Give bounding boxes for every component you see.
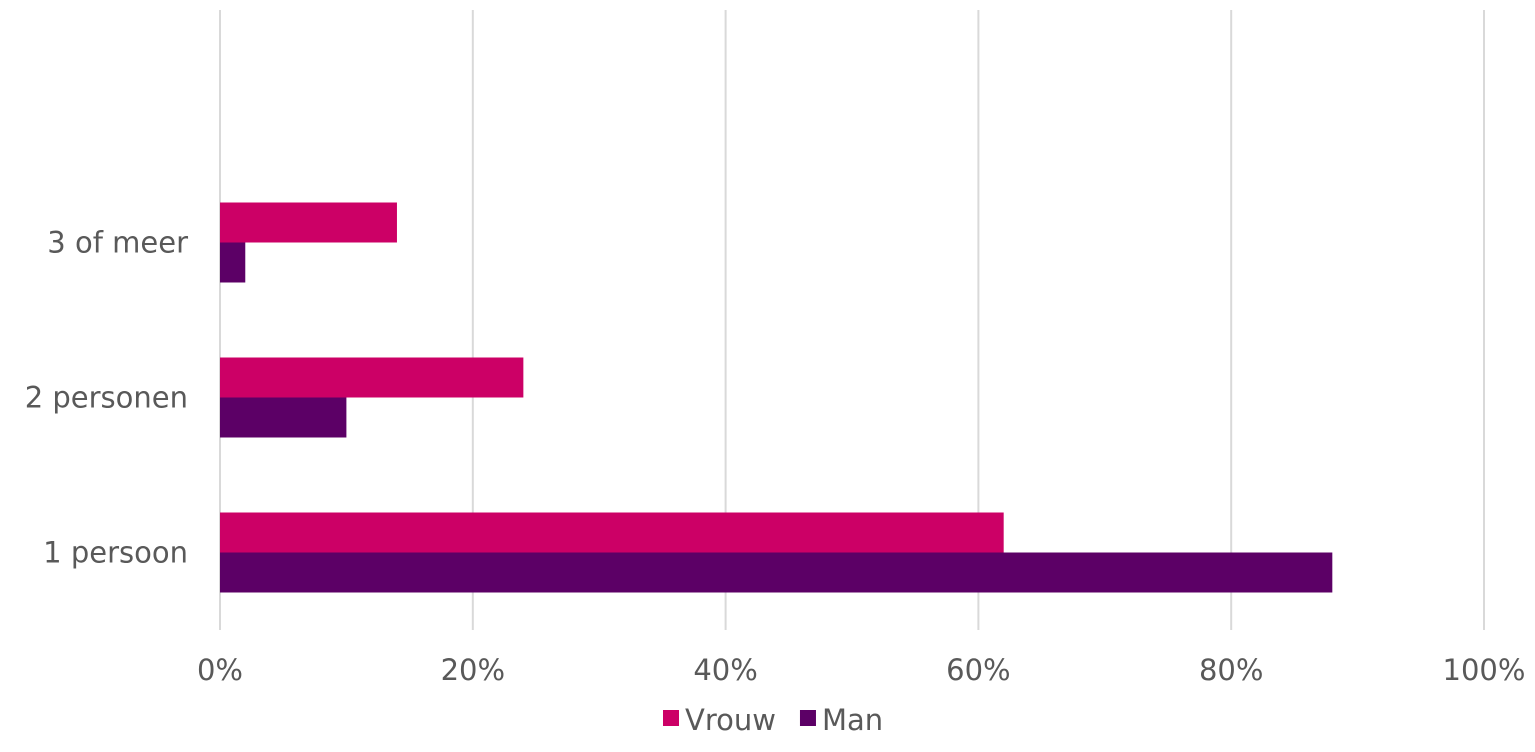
x-tick-label: 100% <box>1443 653 1526 687</box>
legend-label: Man <box>822 703 883 737</box>
bars <box>220 202 1333 593</box>
x-tick-labels: 0% 20% 40% 60% 80% 100% <box>197 653 1525 687</box>
category-label: 1 persoon <box>43 536 188 570</box>
category-label: 2 personen <box>25 381 188 415</box>
x-tick-label: 20% <box>441 653 505 687</box>
bar-vrouw-3-of-meer <box>220 202 397 243</box>
category-labels: 1 persoon 2 personen 3 of meer <box>25 226 188 570</box>
legend: Vrouw Man <box>663 703 883 737</box>
legend-label: Vrouw <box>685 703 776 737</box>
bar-vrouw-2-personen <box>220 357 524 398</box>
legend-swatch <box>799 710 816 726</box>
bar-man-3-of-meer <box>220 242 246 283</box>
x-tick-label: 40% <box>693 653 757 687</box>
bar-vrouw-1-persoon <box>220 512 1004 553</box>
x-tick-label: 0% <box>197 653 243 687</box>
legend-swatch <box>663 710 679 726</box>
category-label: 3 of meer <box>47 226 188 260</box>
bar-man-1-persoon <box>220 552 1333 593</box>
x-tick-label: 80% <box>1199 653 1263 687</box>
bar-man-2-personen <box>220 397 347 438</box>
x-tick-label: 60% <box>946 653 1010 687</box>
